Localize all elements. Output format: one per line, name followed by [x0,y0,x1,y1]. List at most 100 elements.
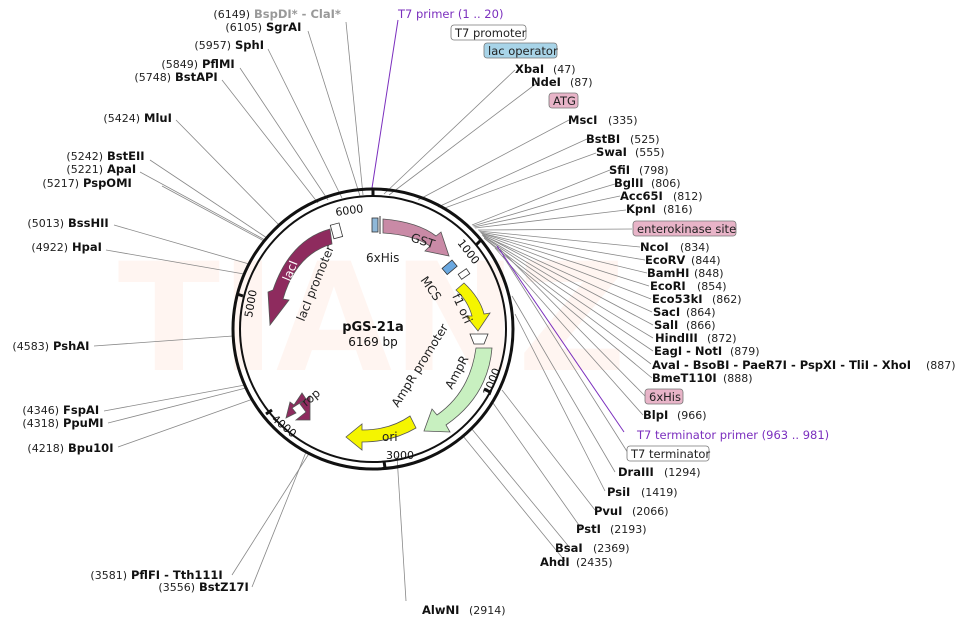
enterokinase-box-label [632,220,737,237]
enzyme-name: HindIII [655,331,698,345]
enzyme-pos: (887) [926,359,956,372]
t7-terminator-label: T7 terminator [630,447,710,461]
enzyme-name: SfiI [609,163,630,177]
enzyme-pos: (812) [673,190,703,203]
enzyme-name: SacI [653,305,680,319]
enzyme-pos: (834) [680,241,710,254]
his6-box-label [644,388,684,405]
enzyme-pos: (866) [686,319,716,332]
enzyme-name: PpuMI [63,416,104,430]
enzyme-pos: (5957) [194,39,231,52]
right-enzymes: XbaI (47) NdeI (87) MscI (335) BstBI (52… [515,62,956,569]
enzyme-pos: (335) [608,114,638,127]
atg-box-label [548,92,579,109]
enzyme-pos: (966) [677,409,707,422]
enzyme-pos: (5424) [103,112,140,125]
enzyme-name: DraIII [618,465,654,479]
mcs-box [441,259,458,276]
t7-terminator-box [457,268,471,280]
enzyme-name: SgrAI [266,20,301,34]
enzyme-name: AvaI - BsoBI - PaeR7I - PspXI - TliI - X… [652,358,911,372]
enzyme-pos: (2066) [632,505,669,518]
enzyme-pos: (872) [707,332,737,345]
enzyme-name: NcoI [640,240,669,254]
enzyme-pos: (4318) [22,417,59,430]
enzyme-name: Acc65I [620,189,663,203]
enzyme-pos: (6105) [225,21,262,34]
ori-label: ori [382,430,398,444]
watermark: TIANZ [118,232,627,406]
t7-promoter-box-label [450,24,527,41]
enzyme-pos: (864) [686,306,716,319]
enzyme-name: BlpI [643,408,668,422]
ampr-arrow [423,347,493,433]
his6-tag-mark [371,217,379,233]
rop-arrow [285,392,307,419]
enzyme-pos: (3556) [158,581,195,594]
enzyme-pos: (2435) [576,556,613,569]
enzyme-pos: (4346) [22,404,59,417]
t7-terminator-primer-label: T7 terminator primer (963 .. 981) [636,428,829,442]
enzyme-name: FspAI [63,403,99,417]
enzyme-pos: (816) [663,203,693,216]
enzyme-pos: (47) [553,63,576,76]
enzyme-name: BsaI [555,541,583,555]
enzyme-name: NdeI [531,75,561,89]
enzyme-pos: (525) [630,133,660,146]
plasmid-size: 6169 bp [348,335,398,349]
enzyme-name: BssHII [68,216,109,230]
tick-3000: 3000 [386,449,414,462]
enzyme-name: EcoRI [650,279,686,293]
tick-5000: 5000 [242,289,260,319]
enzyme-pos: (1419) [641,486,678,499]
enzyme-name: EagI - NotI [654,344,722,358]
enzyme-pos: (4583) [12,340,49,353]
lac-operator-box-label [483,42,558,59]
t7-primer-label: T7 primer (1 .. 20) [397,7,503,21]
enzyme-pos: (2193) [610,523,647,536]
t7-terminator-primer-line [496,245,625,433]
enzyme-pos: (5221) [66,163,103,176]
ori-arrow [345,415,417,451]
enzyme-name: BstBI [586,132,620,146]
his6-inner-label: 6xHis [366,251,399,265]
t7-promoter-label: T7 promoter [454,26,527,40]
enzyme-pos: (6149) [213,8,250,21]
enzyme-pos: (3581) [90,569,127,582]
enzyme-pos: (5849) [161,58,198,71]
enzyme-name: BstZ17I [199,580,249,594]
enzyme-name: HpaI [72,240,102,254]
enzyme-pos: (888) [723,372,753,385]
enzyme-name: KpnI [626,202,656,216]
rop-arrow-head [294,395,311,421]
enzyme-name: SwaI [596,145,627,159]
t7-terminator-box-label [626,445,710,462]
enzyme-pos: (87) [570,76,593,89]
enzyme-name: SalI [654,318,678,332]
leader-lines [93,21,654,602]
enzyme-name: EcoRV [645,253,685,267]
enzyme-pos: (879) [730,345,760,358]
enzyme-pos: (862) [712,293,742,306]
enterokinase-label: enterokinase site [637,222,736,236]
enzyme-name: XbaI [515,62,544,76]
enzyme-name: Bpu10I [68,441,113,455]
enzyme-pos: (2914) [469,604,506,617]
enzyme-pos: (555) [635,146,665,159]
enzyme-name: PflFI - Tth111I [131,568,223,582]
enzyme-pos: (844) [691,254,721,267]
ampr-promoter-box [469,333,489,345]
enzyme-pos: (2369) [593,542,630,555]
enzyme-name: BspDI* - ClaI* [254,7,341,21]
lac-operator-label: lac operator [488,44,558,58]
enzyme-name: AlwNI [422,603,459,617]
enzyme-name: AhdI [540,555,570,569]
enzyme-name: BamHI [647,266,689,280]
size-ticks [236,189,491,469]
enzyme-name: PflMI [202,57,235,71]
t7-primer-line [371,19,399,189]
enzyme-pos: (5013) [27,217,64,230]
left-enzymes: (6149) BspDI* - ClaI* (6105) SgrAI (5957… [12,7,340,594]
f1ori-arrow [455,282,491,332]
